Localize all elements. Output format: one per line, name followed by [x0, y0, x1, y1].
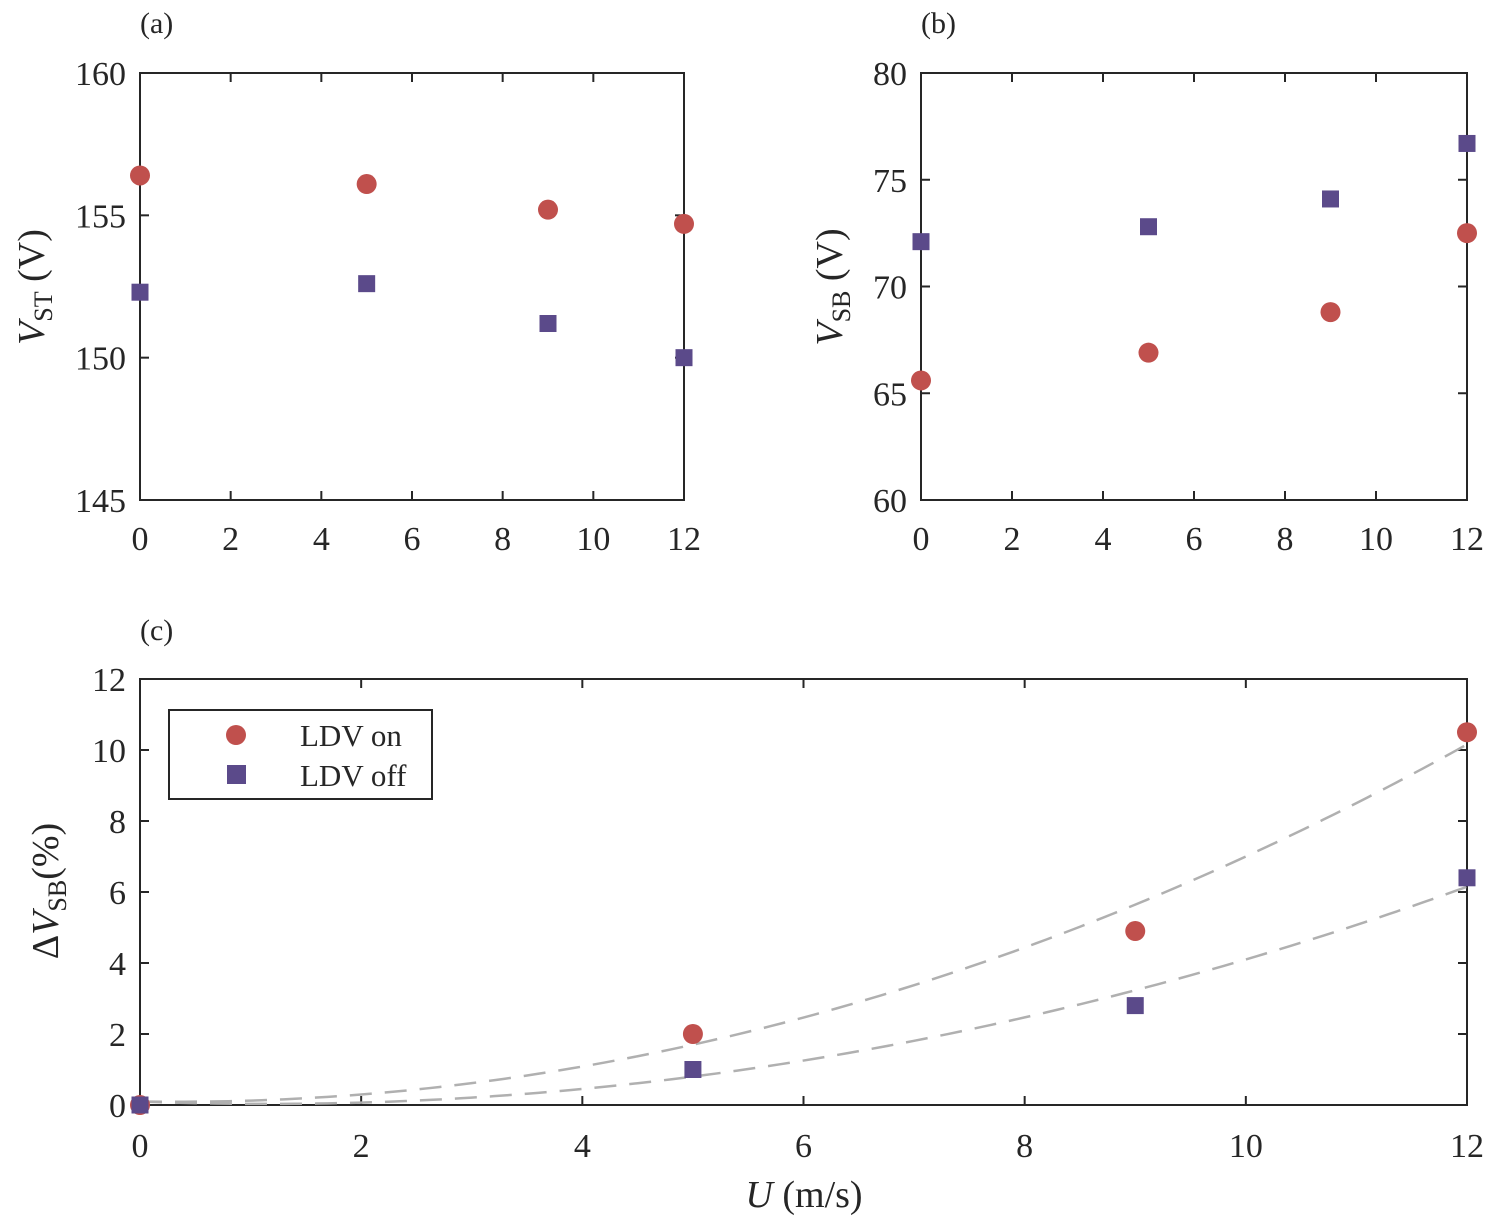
- panel-a-xtick-label: 6: [404, 521, 421, 558]
- panel-c-ytick-label: 12: [92, 662, 126, 699]
- panel-c-ytick-label: 10: [92, 733, 126, 770]
- panel-b-xtick-label: 0: [913, 521, 930, 558]
- panel-c-ytick-label: 2: [109, 1017, 126, 1054]
- panel-c-xtick-label: 10: [1229, 1128, 1263, 1165]
- panel-a-ylabel: VST (V): [11, 229, 58, 345]
- panel-b-xtick-label: 4: [1095, 521, 1112, 558]
- panel-b-xtick-label: 6: [1186, 521, 1203, 558]
- panel-c-fit-curve-off: [139, 885, 1468, 1106]
- panel-c-point-ldv-on: [1457, 722, 1477, 743]
- panel-c-ytick-label: 4: [109, 946, 126, 983]
- panel-b-ytick-label: 80: [873, 56, 907, 93]
- panel-c-xlabel-unit: (m/s): [782, 1174, 862, 1216]
- panel-c-ylabel-main: V: [25, 908, 67, 935]
- panel-a-ylabel-main: V: [11, 318, 53, 345]
- legend-on-marker: [226, 725, 246, 745]
- panel-a-ytick-label: 145: [75, 483, 126, 520]
- panel-c-ylabel: ΔVSB(%): [25, 823, 72, 959]
- panel-c-xtick-label: 2: [353, 1128, 370, 1165]
- panel-a-point-ldv-off: [358, 275, 376, 293]
- panel-b-point-ldv-on: [911, 370, 931, 391]
- panel-a-xtick-label: 12: [667, 521, 701, 558]
- panel-b-ytick-label: 65: [873, 376, 907, 413]
- panel-c-ytick-label: 0: [109, 1088, 126, 1125]
- panel-a-xtick-label: 4: [313, 521, 330, 558]
- panel-c-point-ldv-off: [131, 1096, 149, 1114]
- panel-c-point-ldv-on: [682, 1024, 703, 1044]
- panel-b-point-ldv-on: [1457, 223, 1477, 244]
- panel-c-xlabel-main: U: [745, 1174, 775, 1216]
- panel-c-point-ldv-on: [1125, 921, 1146, 942]
- panel-a-xtick-label: 2: [222, 521, 239, 558]
- panel-c-xtick-label: 4: [574, 1128, 591, 1165]
- panel-b-axes-frame: [920, 72, 1468, 501]
- panel-c-point-ldv-off: [1126, 997, 1144, 1015]
- panel-c-xlabel-space: [773, 1174, 783, 1216]
- panel-c-point-ldv-off: [1458, 869, 1476, 887]
- panel-a-axes-frame: [139, 72, 685, 501]
- panel-c-label: (c): [140, 614, 173, 647]
- panel-c-xtick-label: 6: [795, 1128, 812, 1165]
- panel-a-ylabel-unit: (V): [11, 229, 53, 282]
- panel-b-ytick-label: 60: [873, 483, 907, 520]
- legend-box: [168, 709, 433, 800]
- panel-c: (c) 0 2 4 6 8 10 12 0 2 4 6 8 10 12 ΔVSB(%) U (m/s) L…: [25, 614, 1484, 1216]
- panel-a-point-ldv-on: [674, 213, 694, 234]
- panel-b-point-ldv-off: [1322, 190, 1339, 208]
- panel-a-plot: 0 2 4 6 8 10 12 145 150 155 160: [75, 56, 701, 558]
- panel-a-xtick-label: 10: [576, 521, 610, 558]
- panel-b: (b) 0 2 4 6 8 10 12 60 65 70 75 80 VSB (V): [809, 7, 1484, 558]
- panel-c-ytick-label: 6: [109, 875, 126, 912]
- panel-a-ylabel-sub: ST: [29, 291, 58, 321]
- panel-c-ylabel-sub: SB: [43, 880, 72, 912]
- panel-a-point-ldv-on: [538, 199, 558, 220]
- panel-c-xtick-label: 0: [132, 1128, 149, 1165]
- panel-b-point-ldv-off: [912, 233, 930, 251]
- panel-b-point-ldv-off: [1458, 134, 1476, 152]
- panel-b-plot: 0 2 4 6 8 10 12 60 65 70 75 80: [873, 56, 1484, 558]
- panel-c-fit-curve-on: [139, 743, 1468, 1104]
- panel-c-xlabel: U (m/s): [745, 1174, 862, 1216]
- panel-b-ylabel-space: [809, 281, 851, 291]
- panel-c-point-ldv-off: [684, 1061, 702, 1078]
- legend-off-label: LDV off: [300, 758, 407, 793]
- legend-on-label: LDV on: [300, 718, 402, 753]
- legend: LDV on LDV off: [168, 709, 433, 800]
- legend-off-marker: [227, 765, 246, 784]
- panel-b-ytick-label: 75: [873, 163, 907, 200]
- panel-b-xtick-label: 8: [1277, 521, 1294, 558]
- panel-b-label: (b): [921, 7, 956, 40]
- panel-c-xtick-label: 12: [1450, 1128, 1484, 1165]
- panel-c-ylabel-prefix: Δ: [25, 935, 67, 959]
- panel-a-point-ldv-off: [131, 283, 149, 301]
- panel-c-plot: 0 2 4 6 8 10 12 0 2 4 6 8 10 12: [92, 662, 1484, 1165]
- panel-b-ylabel-main: V: [809, 319, 851, 346]
- panel-b-ylabel-unit: (V): [809, 228, 851, 281]
- panel-b-point-ldv-on: [1320, 302, 1341, 323]
- panel-a-xtick-label: 8: [494, 521, 511, 558]
- panel-c-xtick-label: 8: [1016, 1128, 1033, 1165]
- panel-a-point-ldv-on: [130, 165, 150, 186]
- panel-b-ylabel-sub: SB: [827, 291, 856, 323]
- panel-b-xtick-label: 10: [1359, 521, 1393, 558]
- panel-a-xtick-label: 0: [132, 521, 149, 558]
- panel-b-ytick-label: 70: [873, 270, 907, 307]
- panel-a-ytick-label: 160: [75, 56, 126, 93]
- panel-a-point-ldv-off: [675, 349, 693, 367]
- panel-b-xtick-label: 12: [1450, 521, 1484, 558]
- panel-a-point-ldv-off: [539, 315, 557, 333]
- panel-a-ytick-label: 150: [75, 341, 126, 378]
- panel-a: (a) 0 2 4 6 8 10 12 145 150 155 160 VST (V): [11, 7, 701, 558]
- panel-a-ylabel-space: [11, 282, 53, 292]
- panel-b-point-ldv-off: [1140, 218, 1157, 236]
- panel-b-point-ldv-on: [1138, 342, 1159, 363]
- panel-a-ytick-label: 155: [75, 198, 126, 235]
- panel-c-ytick-label: 8: [109, 804, 126, 841]
- panel-b-ylabel: VSB (V): [809, 228, 856, 345]
- panel-a-label: (a): [140, 7, 173, 40]
- panel-a-point-ldv-on: [356, 174, 377, 195]
- panel-c-ylabel-unit: (%): [25, 823, 67, 880]
- panel-b-xtick-label: 2: [1004, 521, 1021, 558]
